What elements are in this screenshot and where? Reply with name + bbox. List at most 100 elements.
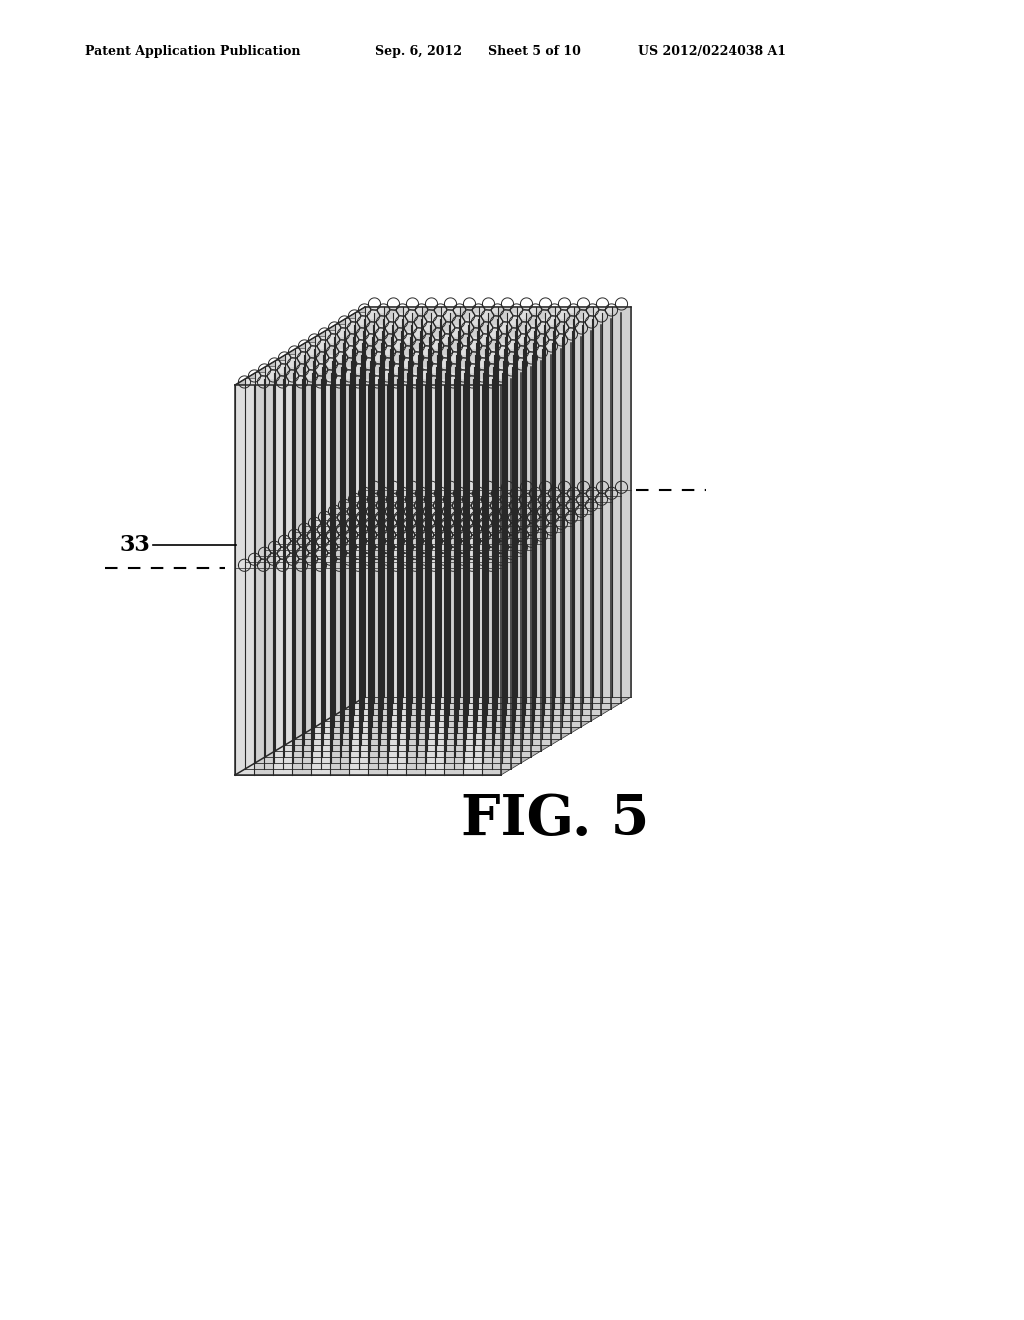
Polygon shape	[449, 319, 478, 325]
Polygon shape	[331, 550, 360, 556]
Polygon shape	[369, 550, 398, 556]
Polygon shape	[458, 325, 487, 331]
Polygon shape	[397, 556, 426, 562]
Polygon shape	[416, 379, 435, 770]
Polygon shape	[436, 360, 465, 367]
Polygon shape	[564, 490, 593, 496]
Polygon shape	[464, 367, 493, 374]
Polygon shape	[391, 337, 410, 727]
Polygon shape	[374, 490, 403, 496]
Polygon shape	[341, 544, 370, 550]
Polygon shape	[355, 490, 384, 496]
Polygon shape	[515, 508, 544, 515]
Polygon shape	[254, 385, 273, 775]
Polygon shape	[305, 343, 324, 733]
Polygon shape	[430, 325, 449, 715]
Polygon shape	[372, 331, 401, 337]
Polygon shape	[521, 367, 531, 763]
Polygon shape	[507, 308, 536, 313]
Polygon shape	[312, 367, 341, 374]
Polygon shape	[245, 379, 264, 770]
Polygon shape	[388, 550, 417, 556]
Polygon shape	[444, 562, 473, 569]
Polygon shape	[534, 520, 562, 527]
Polygon shape	[305, 520, 334, 527]
Polygon shape	[541, 355, 551, 751]
Polygon shape	[457, 343, 476, 733]
Polygon shape	[493, 544, 522, 550]
Polygon shape	[264, 556, 293, 562]
Polygon shape	[419, 520, 449, 527]
Polygon shape	[345, 313, 374, 319]
Polygon shape	[322, 360, 351, 367]
Polygon shape	[305, 337, 334, 343]
Polygon shape	[398, 544, 427, 550]
Polygon shape	[365, 308, 384, 697]
Polygon shape	[571, 337, 581, 733]
Text: Sep. 6, 2012: Sep. 6, 2012	[375, 45, 462, 58]
Polygon shape	[294, 360, 313, 751]
Polygon shape	[380, 348, 409, 355]
Polygon shape	[360, 360, 389, 367]
Polygon shape	[435, 556, 464, 562]
Polygon shape	[369, 374, 388, 763]
Polygon shape	[368, 562, 397, 569]
Polygon shape	[402, 319, 421, 709]
Polygon shape	[403, 308, 422, 697]
Polygon shape	[335, 319, 364, 325]
Polygon shape	[506, 319, 535, 325]
Polygon shape	[504, 343, 534, 348]
Polygon shape	[255, 374, 274, 763]
Polygon shape	[450, 308, 479, 313]
Polygon shape	[517, 308, 536, 697]
Polygon shape	[390, 343, 419, 348]
Polygon shape	[532, 532, 561, 539]
Polygon shape	[439, 508, 468, 515]
Polygon shape	[532, 355, 551, 744]
Polygon shape	[411, 319, 440, 325]
Polygon shape	[498, 308, 517, 697]
Polygon shape	[390, 527, 419, 532]
Polygon shape	[516, 313, 545, 319]
Polygon shape	[302, 374, 331, 379]
Polygon shape	[418, 355, 437, 744]
Polygon shape	[387, 385, 406, 775]
Polygon shape	[457, 337, 486, 343]
Polygon shape	[473, 374, 502, 379]
Polygon shape	[494, 532, 523, 539]
Polygon shape	[553, 508, 582, 515]
Polygon shape	[421, 496, 450, 503]
Polygon shape	[497, 496, 526, 503]
Polygon shape	[332, 539, 361, 544]
Polygon shape	[343, 337, 372, 343]
Polygon shape	[475, 348, 504, 355]
Polygon shape	[285, 532, 314, 539]
Polygon shape	[563, 325, 582, 715]
Polygon shape	[331, 374, 350, 763]
Polygon shape	[459, 319, 478, 709]
Polygon shape	[285, 348, 314, 355]
Polygon shape	[344, 325, 373, 331]
Polygon shape	[264, 374, 293, 379]
Polygon shape	[381, 337, 410, 343]
Polygon shape	[497, 319, 516, 709]
Polygon shape	[416, 556, 445, 562]
Polygon shape	[455, 544, 484, 550]
Polygon shape	[523, 527, 552, 532]
Polygon shape	[552, 337, 581, 343]
Polygon shape	[488, 490, 517, 496]
Polygon shape	[563, 319, 592, 325]
Polygon shape	[324, 343, 343, 733]
Polygon shape	[352, 527, 381, 532]
Polygon shape	[407, 374, 426, 763]
Polygon shape	[515, 331, 534, 721]
Polygon shape	[449, 325, 468, 715]
Polygon shape	[322, 367, 341, 756]
Polygon shape	[526, 313, 545, 704]
Polygon shape	[612, 308, 631, 697]
Polygon shape	[234, 379, 264, 385]
Polygon shape	[435, 374, 464, 379]
Polygon shape	[283, 379, 302, 770]
Polygon shape	[465, 539, 494, 544]
Polygon shape	[466, 343, 495, 348]
